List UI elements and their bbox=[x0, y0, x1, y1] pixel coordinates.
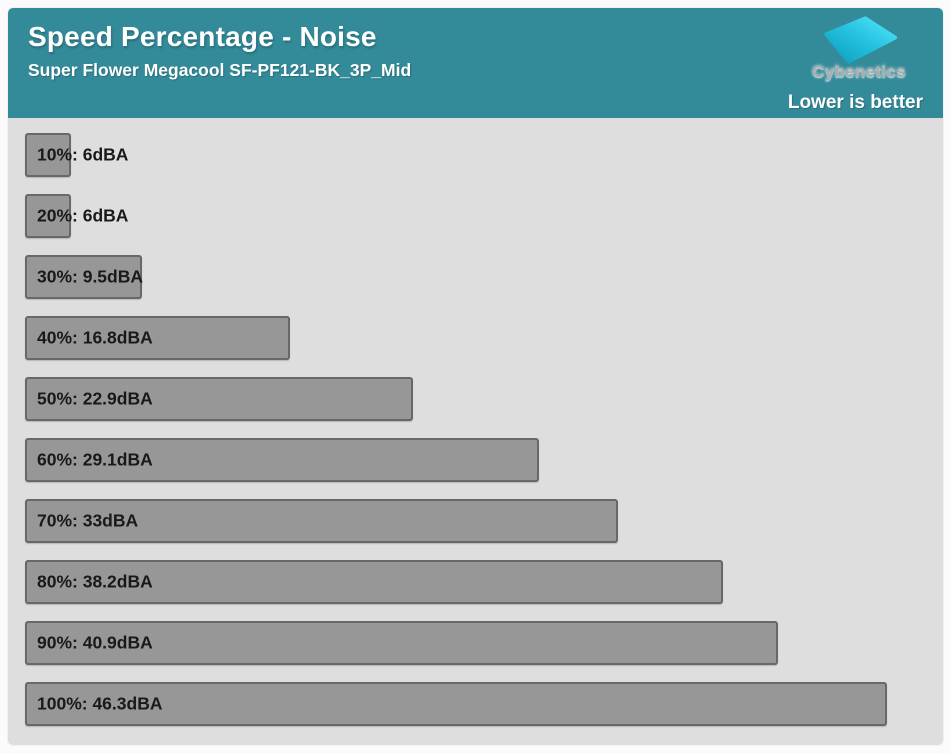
bar-row: 40%: 16.8dBA bbox=[25, 316, 943, 360]
bar-label: 90%: 40.9dBA bbox=[37, 632, 153, 653]
noise-bar bbox=[25, 621, 778, 665]
cybenetics-brand-text: Cybenetics bbox=[812, 62, 906, 81]
cybenetics-logo: Cybenetics bbox=[791, 12, 927, 82]
chart-area: 10%: 6dBA 20%: 6dBA 30%: 9.5dBA 40%: 16.… bbox=[8, 118, 943, 745]
chart-subtitle: Super Flower Megacool SF-PF121-BK_3P_Mid bbox=[28, 60, 412, 80]
bar-row: 60%: 29.1dBA bbox=[25, 438, 943, 482]
bar-label: 50%: 22.9dBA bbox=[37, 388, 153, 409]
bar-row: 90%: 40.9dBA bbox=[25, 621, 943, 665]
noise-bar bbox=[25, 377, 413, 421]
chart-card: Speed Percentage - Noise Super Flower Me… bbox=[8, 8, 943, 745]
chart-title: Speed Percentage - Noise bbox=[28, 21, 377, 52]
bar-row: 10%: 6dBA bbox=[25, 133, 943, 177]
lower-is-better-note: Lower is better bbox=[787, 92, 923, 113]
bar-row: 50%: 22.9dBA bbox=[25, 377, 943, 421]
noise-bar bbox=[25, 682, 887, 726]
noise-bar bbox=[25, 560, 723, 604]
chart-header: Speed Percentage - Noise Super Flower Me… bbox=[8, 8, 943, 118]
noise-bar bbox=[25, 316, 290, 360]
bar-label: 80%: 38.2dBA bbox=[37, 571, 153, 592]
bar-label: 30%: 9.5dBA bbox=[37, 266, 144, 287]
bar-label: 100%: 46.3dBA bbox=[37, 693, 163, 714]
bar-label: 20%: 6dBA bbox=[37, 205, 129, 226]
cybenetics-logo-icon bbox=[824, 16, 897, 64]
bar-row: 80%: 38.2dBA bbox=[25, 560, 943, 604]
bar-label: 40%: 16.8dBA bbox=[37, 327, 153, 348]
noise-bar bbox=[25, 438, 539, 482]
bar-row: 100%: 46.3dBA bbox=[25, 682, 943, 726]
bar-row: 20%: 6dBA bbox=[25, 194, 943, 238]
bar-label: 70%: 33dBA bbox=[37, 510, 139, 531]
noise-bar bbox=[25, 499, 618, 543]
bar-row: 70%: 33dBA bbox=[25, 499, 943, 543]
bar-label: 10%: 6dBA bbox=[37, 144, 129, 165]
noise-bar bbox=[25, 133, 71, 177]
bar-row: 30%: 9.5dBA bbox=[25, 255, 943, 299]
noise-bar bbox=[25, 255, 142, 299]
noise-bar bbox=[25, 194, 71, 238]
bar-label: 60%: 29.1dBA bbox=[37, 449, 153, 470]
